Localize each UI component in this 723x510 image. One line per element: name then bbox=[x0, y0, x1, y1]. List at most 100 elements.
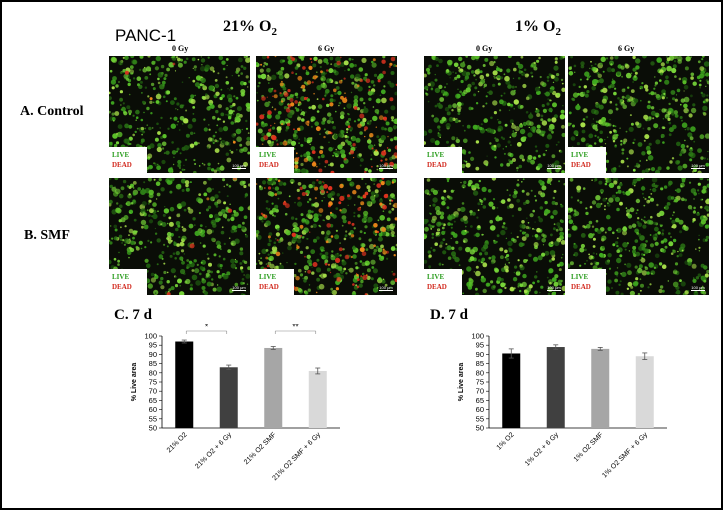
bar bbox=[546, 347, 565, 428]
scale-bar: 100 μm bbox=[691, 163, 705, 169]
bar bbox=[591, 348, 610, 428]
stain-legend: LIVE DEAD bbox=[256, 147, 294, 173]
legend-live-label: LIVE bbox=[427, 273, 445, 281]
x-tick-label: 21% O2 bbox=[166, 431, 189, 454]
x-tick-label: 1% O2 SMF bbox=[573, 431, 605, 463]
legend-dead-label: DEAD bbox=[112, 161, 132, 169]
significance-label: ** bbox=[292, 324, 298, 332]
scale-bar: 100 μm bbox=[547, 163, 561, 169]
condition-21-header: 21% O2 bbox=[223, 18, 277, 38]
x-tick-label: 21% O2 + 6 Gy bbox=[194, 431, 233, 470]
significance-label: * bbox=[205, 324, 208, 332]
bar bbox=[308, 370, 327, 428]
row-label-control: A. Control bbox=[20, 104, 84, 119]
micrograph-control-21-0gy: LIVE DEAD 100 μm bbox=[109, 56, 250, 173]
legend-dead-label: DEAD bbox=[571, 283, 591, 291]
scale-bar: 100 μm bbox=[232, 285, 246, 291]
y-tick-label: 65 bbox=[476, 396, 484, 405]
y-tick-label: 95 bbox=[476, 341, 484, 350]
y-tick-label: 75 bbox=[476, 378, 484, 387]
legend-dead-label: DEAD bbox=[112, 283, 132, 291]
y-tick-label: 55 bbox=[476, 414, 484, 423]
y-tick-label: 75 bbox=[149, 378, 157, 387]
micrograph-smf-1-6gy: LIVE DEAD 100 μm bbox=[568, 178, 709, 295]
x-tick-label: 21% O2 SMF + 6 Gy bbox=[271, 431, 322, 482]
legend-live-label: LIVE bbox=[571, 151, 589, 159]
scale-bar: 100 μm bbox=[232, 163, 246, 169]
condition-21-subscript: 2 bbox=[271, 26, 277, 39]
legend-dead-label: DEAD bbox=[259, 283, 279, 291]
scale-bar: 100 μm bbox=[379, 163, 393, 169]
bar bbox=[219, 367, 238, 428]
y-axis-label: % Live area bbox=[131, 363, 138, 402]
stain-legend: LIVE DEAD bbox=[424, 147, 462, 173]
condition-1-text: 1% O bbox=[515, 18, 556, 35]
legend-dead-label: DEAD bbox=[427, 161, 447, 169]
y-tick-label: 80 bbox=[149, 368, 157, 377]
legend-live-label: LIVE bbox=[112, 151, 130, 159]
y-axis-label: % Live area bbox=[458, 363, 465, 402]
chart-d: % Live area 50 55 60 65 70 75 80 85 90 95 100 1% O2 1… bbox=[447, 324, 687, 499]
x-tick-label: 21% O2 SMF bbox=[243, 431, 278, 466]
chart-c: % Live area 50 55 60 65 70 75 80 85 90 95 100 21% O2… bbox=[120, 323, 360, 499]
stain-legend: LIVE DEAD bbox=[109, 269, 147, 295]
y-tick-label: 90 bbox=[149, 350, 157, 359]
y-tick-label: 80 bbox=[476, 368, 484, 377]
y-tick-label: 60 bbox=[476, 405, 484, 414]
micrograph-texture bbox=[256, 178, 397, 295]
y-tick-label: 50 bbox=[476, 424, 484, 433]
stain-legend: LIVE DEAD bbox=[424, 269, 462, 295]
y-tick-label: 50 bbox=[149, 424, 157, 433]
dose-label-21-0gy: 0 Gy bbox=[172, 44, 189, 53]
stain-legend: LIVE DEAD bbox=[109, 147, 147, 173]
y-tick-label: 60 bbox=[149, 405, 157, 414]
micrograph-smf-21-0gy: LIVE DEAD 100 μm bbox=[109, 178, 250, 295]
y-tick-label: 90 bbox=[476, 350, 484, 359]
dose-label-1-6gy: 6 Gy bbox=[618, 44, 635, 53]
y-tick-label: 100 bbox=[471, 332, 484, 341]
row-label-smf: B. SMF bbox=[24, 228, 70, 243]
micrograph-smf-21-6gy: LIVE DEAD 100 μm bbox=[256, 178, 397, 295]
bar bbox=[175, 341, 194, 428]
micrograph-control-21-6gy: LIVE DEAD 100 μm bbox=[256, 56, 397, 173]
y-tick-label: 70 bbox=[476, 387, 484, 396]
micrograph-control-1-6gy: LIVE DEAD 100 μm bbox=[568, 56, 709, 173]
stain-legend: LIVE DEAD bbox=[568, 269, 606, 295]
y-tick-label: 85 bbox=[149, 359, 157, 368]
micrograph-smf-1-0gy: LIVE DEAD 100 μm bbox=[424, 178, 565, 295]
dose-label-1-0gy: 0 Gy bbox=[476, 44, 493, 53]
chart-d-title: D. 7 d bbox=[430, 307, 468, 323]
scale-bar: 100 μm bbox=[547, 285, 561, 291]
bar bbox=[502, 353, 521, 428]
micrograph-texture bbox=[568, 56, 709, 173]
condition-1-subscript: 2 bbox=[555, 26, 561, 39]
legend-dead-label: DEAD bbox=[571, 161, 591, 169]
bar bbox=[635, 356, 654, 428]
y-tick-label: 85 bbox=[476, 359, 484, 368]
micrograph-control-1-0gy: LIVE DEAD 100 μm bbox=[424, 56, 565, 173]
y-tick-label: 65 bbox=[149, 396, 157, 405]
legend-live-label: LIVE bbox=[259, 273, 277, 281]
x-tick-label: 1% O2 SMF + 6 Gy bbox=[601, 431, 649, 479]
condition-21-text: 21% O bbox=[223, 18, 272, 35]
chart-c-title: C. 7 d bbox=[114, 307, 152, 323]
legend-live-label: LIVE bbox=[427, 151, 445, 159]
x-tick-label: 1% O2 + 6 Gy bbox=[524, 431, 561, 468]
condition-1-header: 1% O2 bbox=[515, 18, 561, 38]
x-tick-label: 1% O2 bbox=[496, 431, 516, 451]
scale-bar: 100 μm bbox=[691, 285, 705, 291]
y-tick-label: 100 bbox=[144, 332, 157, 341]
micrograph-texture bbox=[109, 178, 250, 295]
y-tick-label: 55 bbox=[149, 414, 157, 423]
cell-line-label: PANC-1 bbox=[115, 26, 177, 45]
y-tick-label: 70 bbox=[149, 387, 157, 396]
legend-dead-label: DEAD bbox=[259, 161, 279, 169]
y-tick-label: 95 bbox=[149, 341, 157, 350]
bar bbox=[264, 347, 283, 428]
legend-live-label: LIVE bbox=[112, 273, 130, 281]
legend-dead-label: DEAD bbox=[427, 283, 447, 291]
stain-legend: LIVE DEAD bbox=[568, 147, 606, 173]
